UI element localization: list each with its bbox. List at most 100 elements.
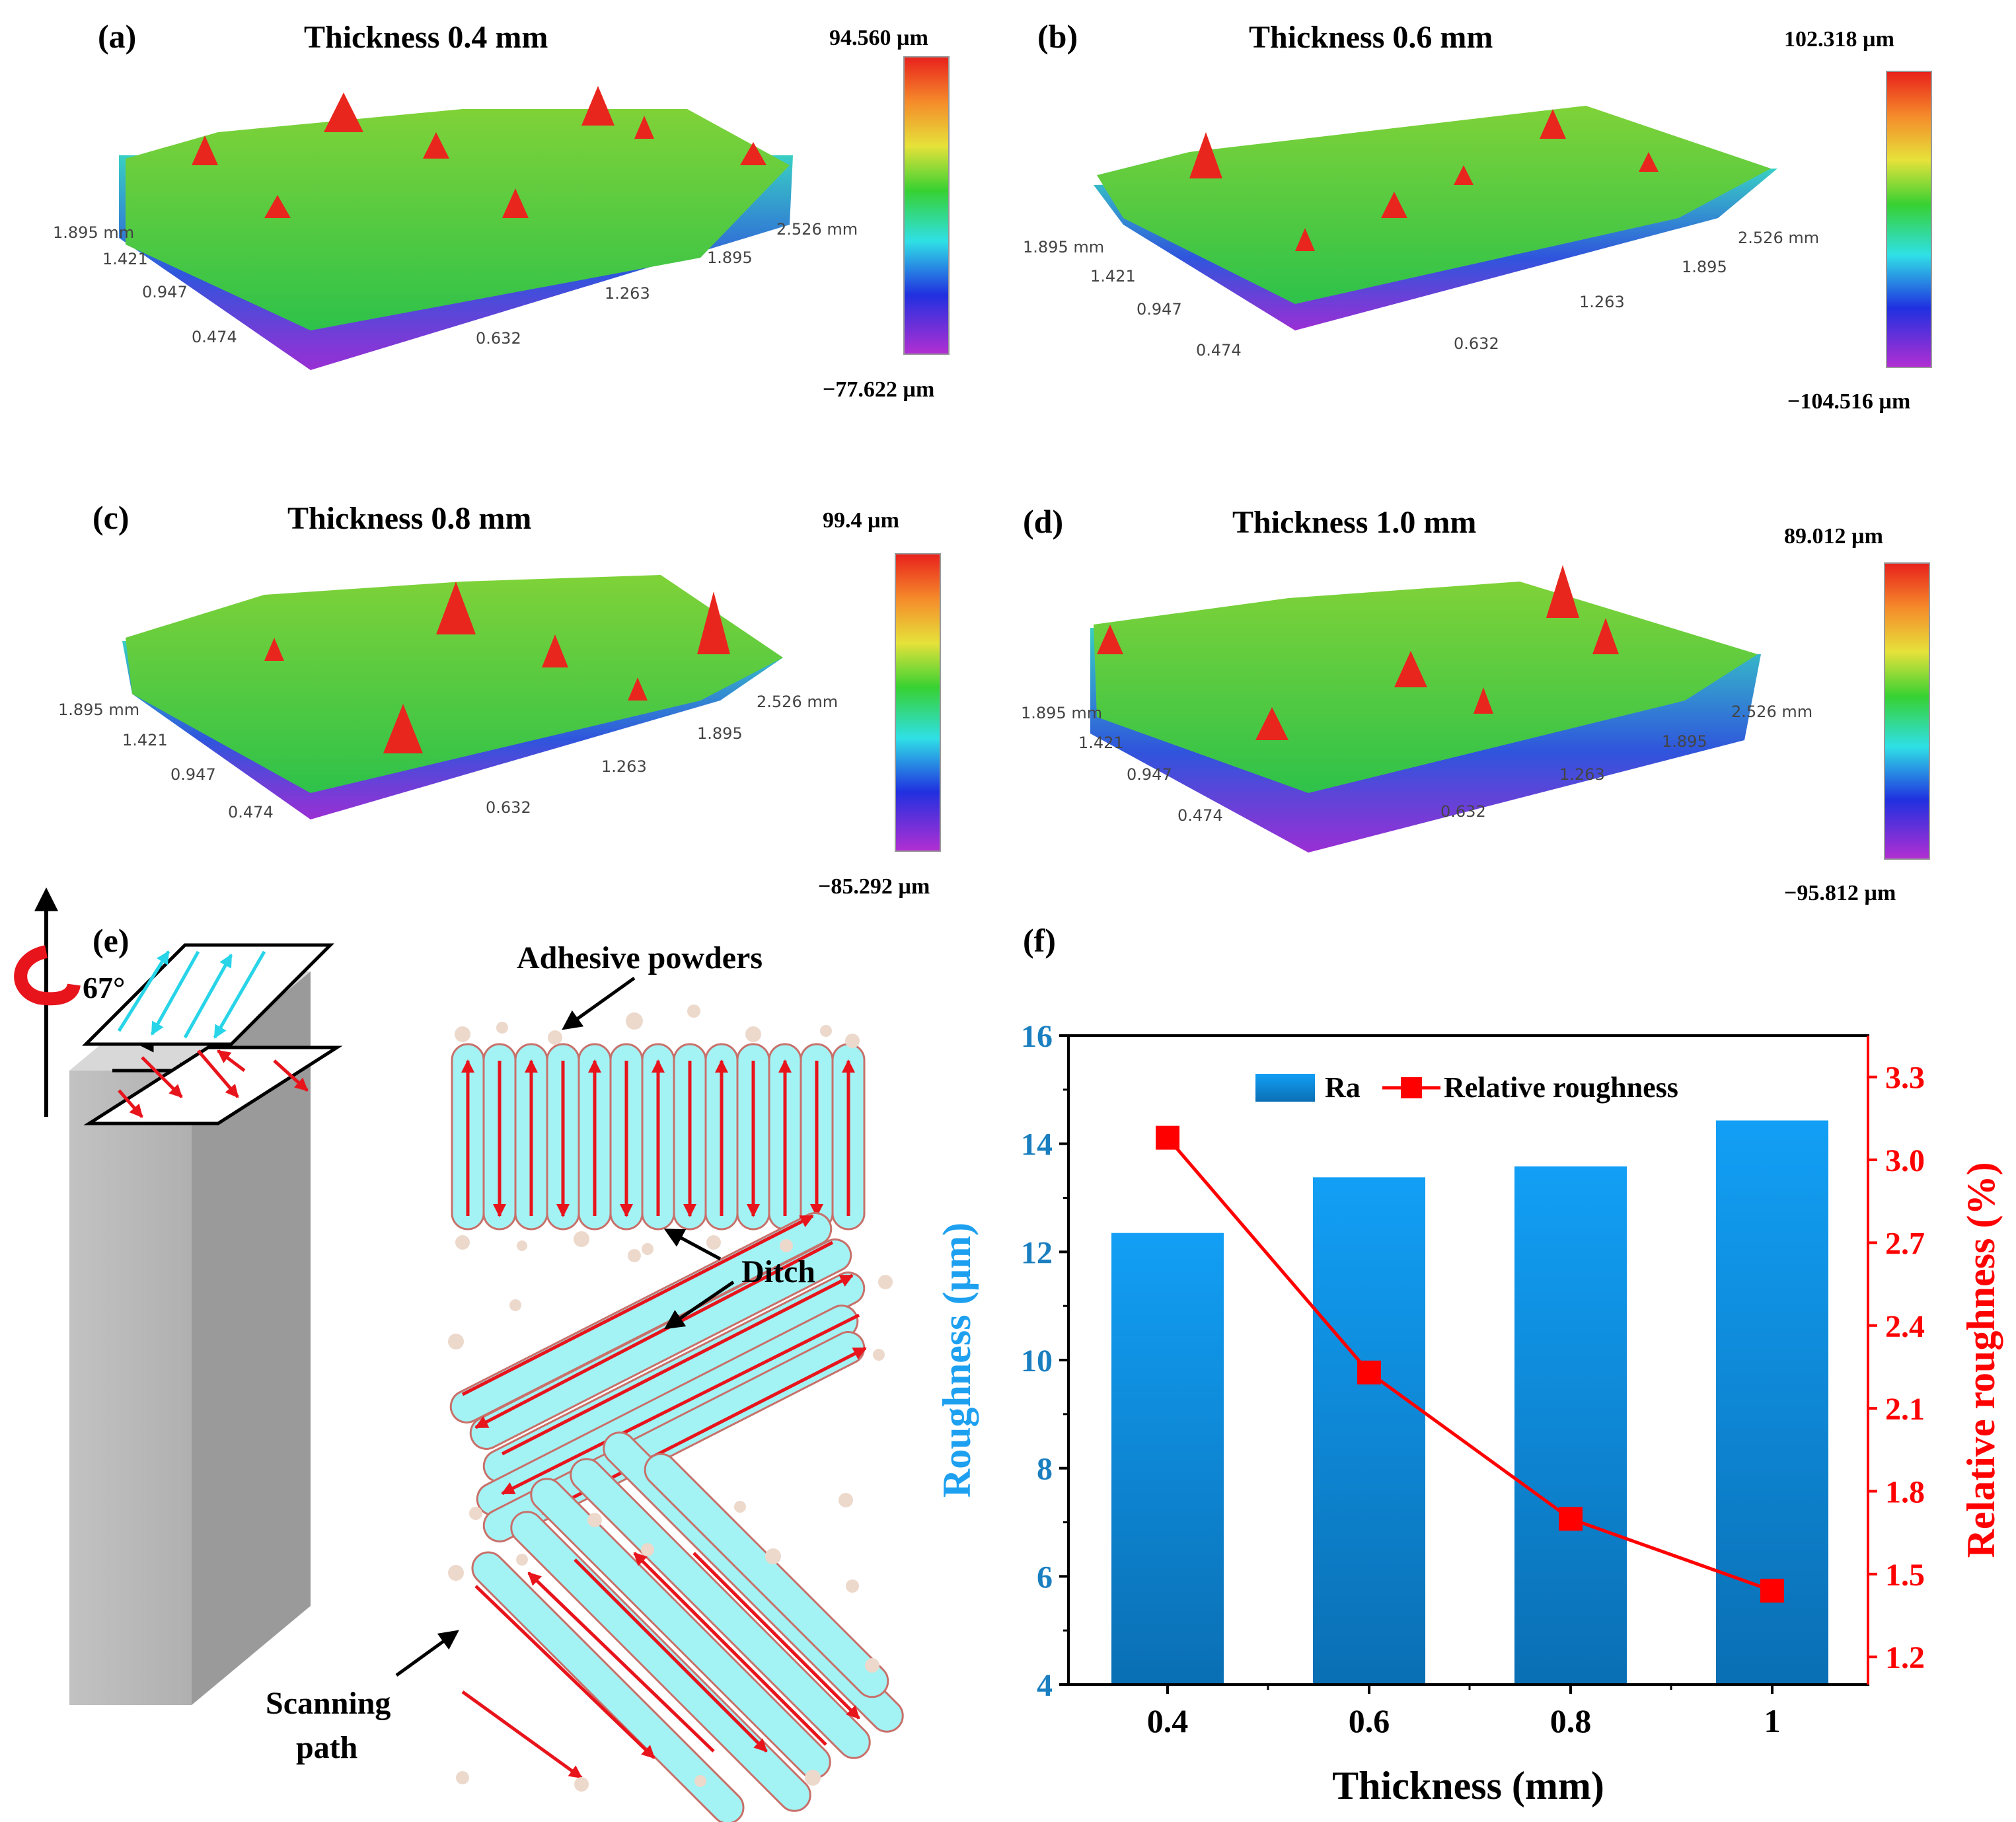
colorbar-min: −104.516 µm — [1787, 389, 1910, 414]
x-tick-label: 0.6 — [1349, 1702, 1390, 1739]
roughness-chart: (f) 4 6 8 10 12 14 16 1.2 1.5 1.8 2.1 2.4 2.7 3.0 3.3… — [935, 922, 2003, 1807]
axis-tick: 1.421 — [1078, 734, 1124, 752]
y2-tick-label: 1.8 — [1885, 1474, 1925, 1509]
label-adhesive-powders: Adhesive powders — [517, 940, 763, 975]
y-axis-ticks: 4 6 8 10 12 14 16 — [1021, 1019, 1068, 1703]
panel-title: Thickness 1.0 mm — [1232, 505, 1476, 540]
axis-tick: 1.895 mm — [1021, 704, 1102, 722]
colorbar-max: 94.560 µm — [829, 26, 928, 50]
surface-peaks — [1189, 109, 1659, 251]
surface-peaks — [192, 86, 766, 218]
y2-tick-label: 3.0 — [1885, 1143, 1925, 1178]
y2-axis-ticks: 1.2 1.5 1.8 2.1 2.4 2.7 3.0 3.3 — [1867, 1036, 1925, 1685]
axis-tick: 1.421 — [1090, 267, 1136, 285]
tracks-diagonal-down — [461, 1431, 904, 1822]
axis-tick: 1.895 mm — [58, 701, 139, 719]
y2-axis-label: Relative roughness (%) — [1959, 1162, 2003, 1558]
axis-tick: 1.895 — [707, 248, 753, 267]
axis-tick: 2.526 mm — [1731, 702, 1812, 721]
axis-tick: 1.895 mm — [1023, 238, 1104, 256]
axis-tick: 2.526 mm — [757, 693, 838, 711]
label-ditch: Ditch — [741, 1254, 815, 1289]
x-axis-ticks: 0.4 0.6 0.8 1 — [1147, 1685, 1781, 1739]
colorbar-max: 89.012 µm — [1784, 524, 1883, 549]
x-tick-label: 0.8 — [1550, 1702, 1592, 1739]
axis-tick: 2.526 mm — [1738, 229, 1819, 247]
y-tick-label: 10 — [1021, 1344, 1053, 1379]
y-tick-label: 12 — [1021, 1235, 1053, 1270]
colorbar — [895, 553, 941, 852]
panel-letter: (d) — [1023, 503, 1063, 540]
y2-tick-label: 1.2 — [1885, 1640, 1925, 1675]
axis-tick: 0.632 — [486, 798, 531, 817]
surface-top — [126, 575, 783, 793]
y2-tick-label: 3.3 — [1885, 1061, 1925, 1096]
panel-letter: (c) — [93, 499, 130, 536]
axis-tick: 0.947 — [170, 765, 216, 784]
colorbar-max: 99.4 µm — [823, 508, 899, 533]
colorbar-min: −85.292 µm — [818, 874, 930, 899]
axis-tick: 1.421 — [102, 250, 148, 268]
marker-relative-roughness — [1357, 1360, 1381, 1385]
marker-relative-roughness — [1156, 1125, 1179, 1150]
panel-a: (a) Thickness 0.4 mm 1.895 mm 1.421 0.94… — [53, 18, 950, 402]
axis-tick: 1.895 — [1682, 258, 1727, 276]
axis-tick: 0.474 — [192, 328, 237, 346]
axis-tick: 0.947 — [1137, 300, 1182, 319]
surface-panels: (a) Thickness 0.4 mm 1.895 mm 1.421 0.94… — [53, 18, 1932, 905]
colorbar-min: −95.812 µm — [1784, 881, 1896, 905]
axis-tick: 2.526 mm — [776, 220, 858, 239]
legend: Ra Relative roughness — [1255, 1071, 1678, 1104]
colorbar-min: −77.622 µm — [823, 377, 934, 402]
surface-peaks — [264, 582, 730, 753]
pointer-arrow-icon — [663, 1229, 722, 1261]
pointer-arrow-icon — [562, 976, 636, 1030]
tracks-vertical — [451, 1043, 866, 1231]
axis-tick: 0.474 — [228, 803, 274, 821]
y-tick-label: 6 — [1037, 1560, 1053, 1595]
y2-tick-label: 2.1 — [1885, 1392, 1925, 1427]
axis-tick: 1.263 — [605, 284, 650, 303]
y-tick-label: 14 — [1021, 1127, 1053, 1162]
bars — [1111, 1120, 1828, 1683]
layer-lower — [83, 1045, 343, 1125]
axis-tick: 1.263 — [1559, 765, 1605, 784]
adhesive-powder-dots — [448, 1005, 893, 1792]
axis-tick: 1.895 — [697, 724, 743, 743]
axis-tick: 1.263 — [1579, 293, 1625, 311]
axis-tick: 1.263 — [601, 757, 647, 776]
legend-swatch-ra — [1255, 1074, 1315, 1102]
bar-ra — [1514, 1166, 1627, 1683]
x-axis-label: Thickness (mm) — [1332, 1764, 1604, 1807]
panel-title: Thickness 0.6 mm — [1249, 20, 1493, 55]
panel-title: Thickness 0.4 mm — [304, 20, 548, 55]
axis-tick: 0.632 — [1454, 334, 1499, 353]
legend-marker — [1401, 1077, 1422, 1098]
block-front — [69, 1071, 192, 1705]
rotation-angle: 67° — [83, 971, 125, 1005]
panel-title: Thickness 0.8 mm — [287, 501, 531, 536]
panel-c: (c) Thickness 0.8 mm 1.895 mm 1.421 0.94… — [58, 499, 941, 899]
y2-tick-label: 2.4 — [1885, 1309, 1925, 1344]
pointer-arrow-icon — [395, 1630, 459, 1677]
colorbar-max: 102.318 µm — [1784, 27, 1894, 52]
pointer-arrow-icon — [664, 1280, 735, 1330]
y-axis-label: Roughness (µm) — [935, 1223, 979, 1498]
label-scanning: Scanning — [266, 1686, 391, 1721]
markers — [1156, 1125, 1784, 1603]
x-tick-label: 0.4 — [1147, 1702, 1189, 1739]
axis-tick: 1.895 mm — [53, 223, 134, 242]
panel-b: (b) Thickness 0.6 mm 1.895 mm 1.421 0.94… — [1023, 18, 1932, 414]
marker-relative-roughness — [1760, 1578, 1784, 1603]
colorbar — [1886, 71, 1932, 368]
legend-label-relative: Relative roughness — [1444, 1071, 1678, 1104]
layer-lower-paths — [118, 1049, 309, 1118]
axis-tick: 0.632 — [1440, 802, 1486, 821]
relative-roughness-line — [1166, 1136, 1773, 1593]
axis-tick: 0.474 — [1196, 341, 1242, 360]
colorbar — [1884, 562, 1930, 860]
panel-letter: (a) — [98, 18, 136, 55]
y-tick-label: 8 — [1037, 1452, 1053, 1487]
y-tick-label: 4 — [1037, 1668, 1053, 1703]
